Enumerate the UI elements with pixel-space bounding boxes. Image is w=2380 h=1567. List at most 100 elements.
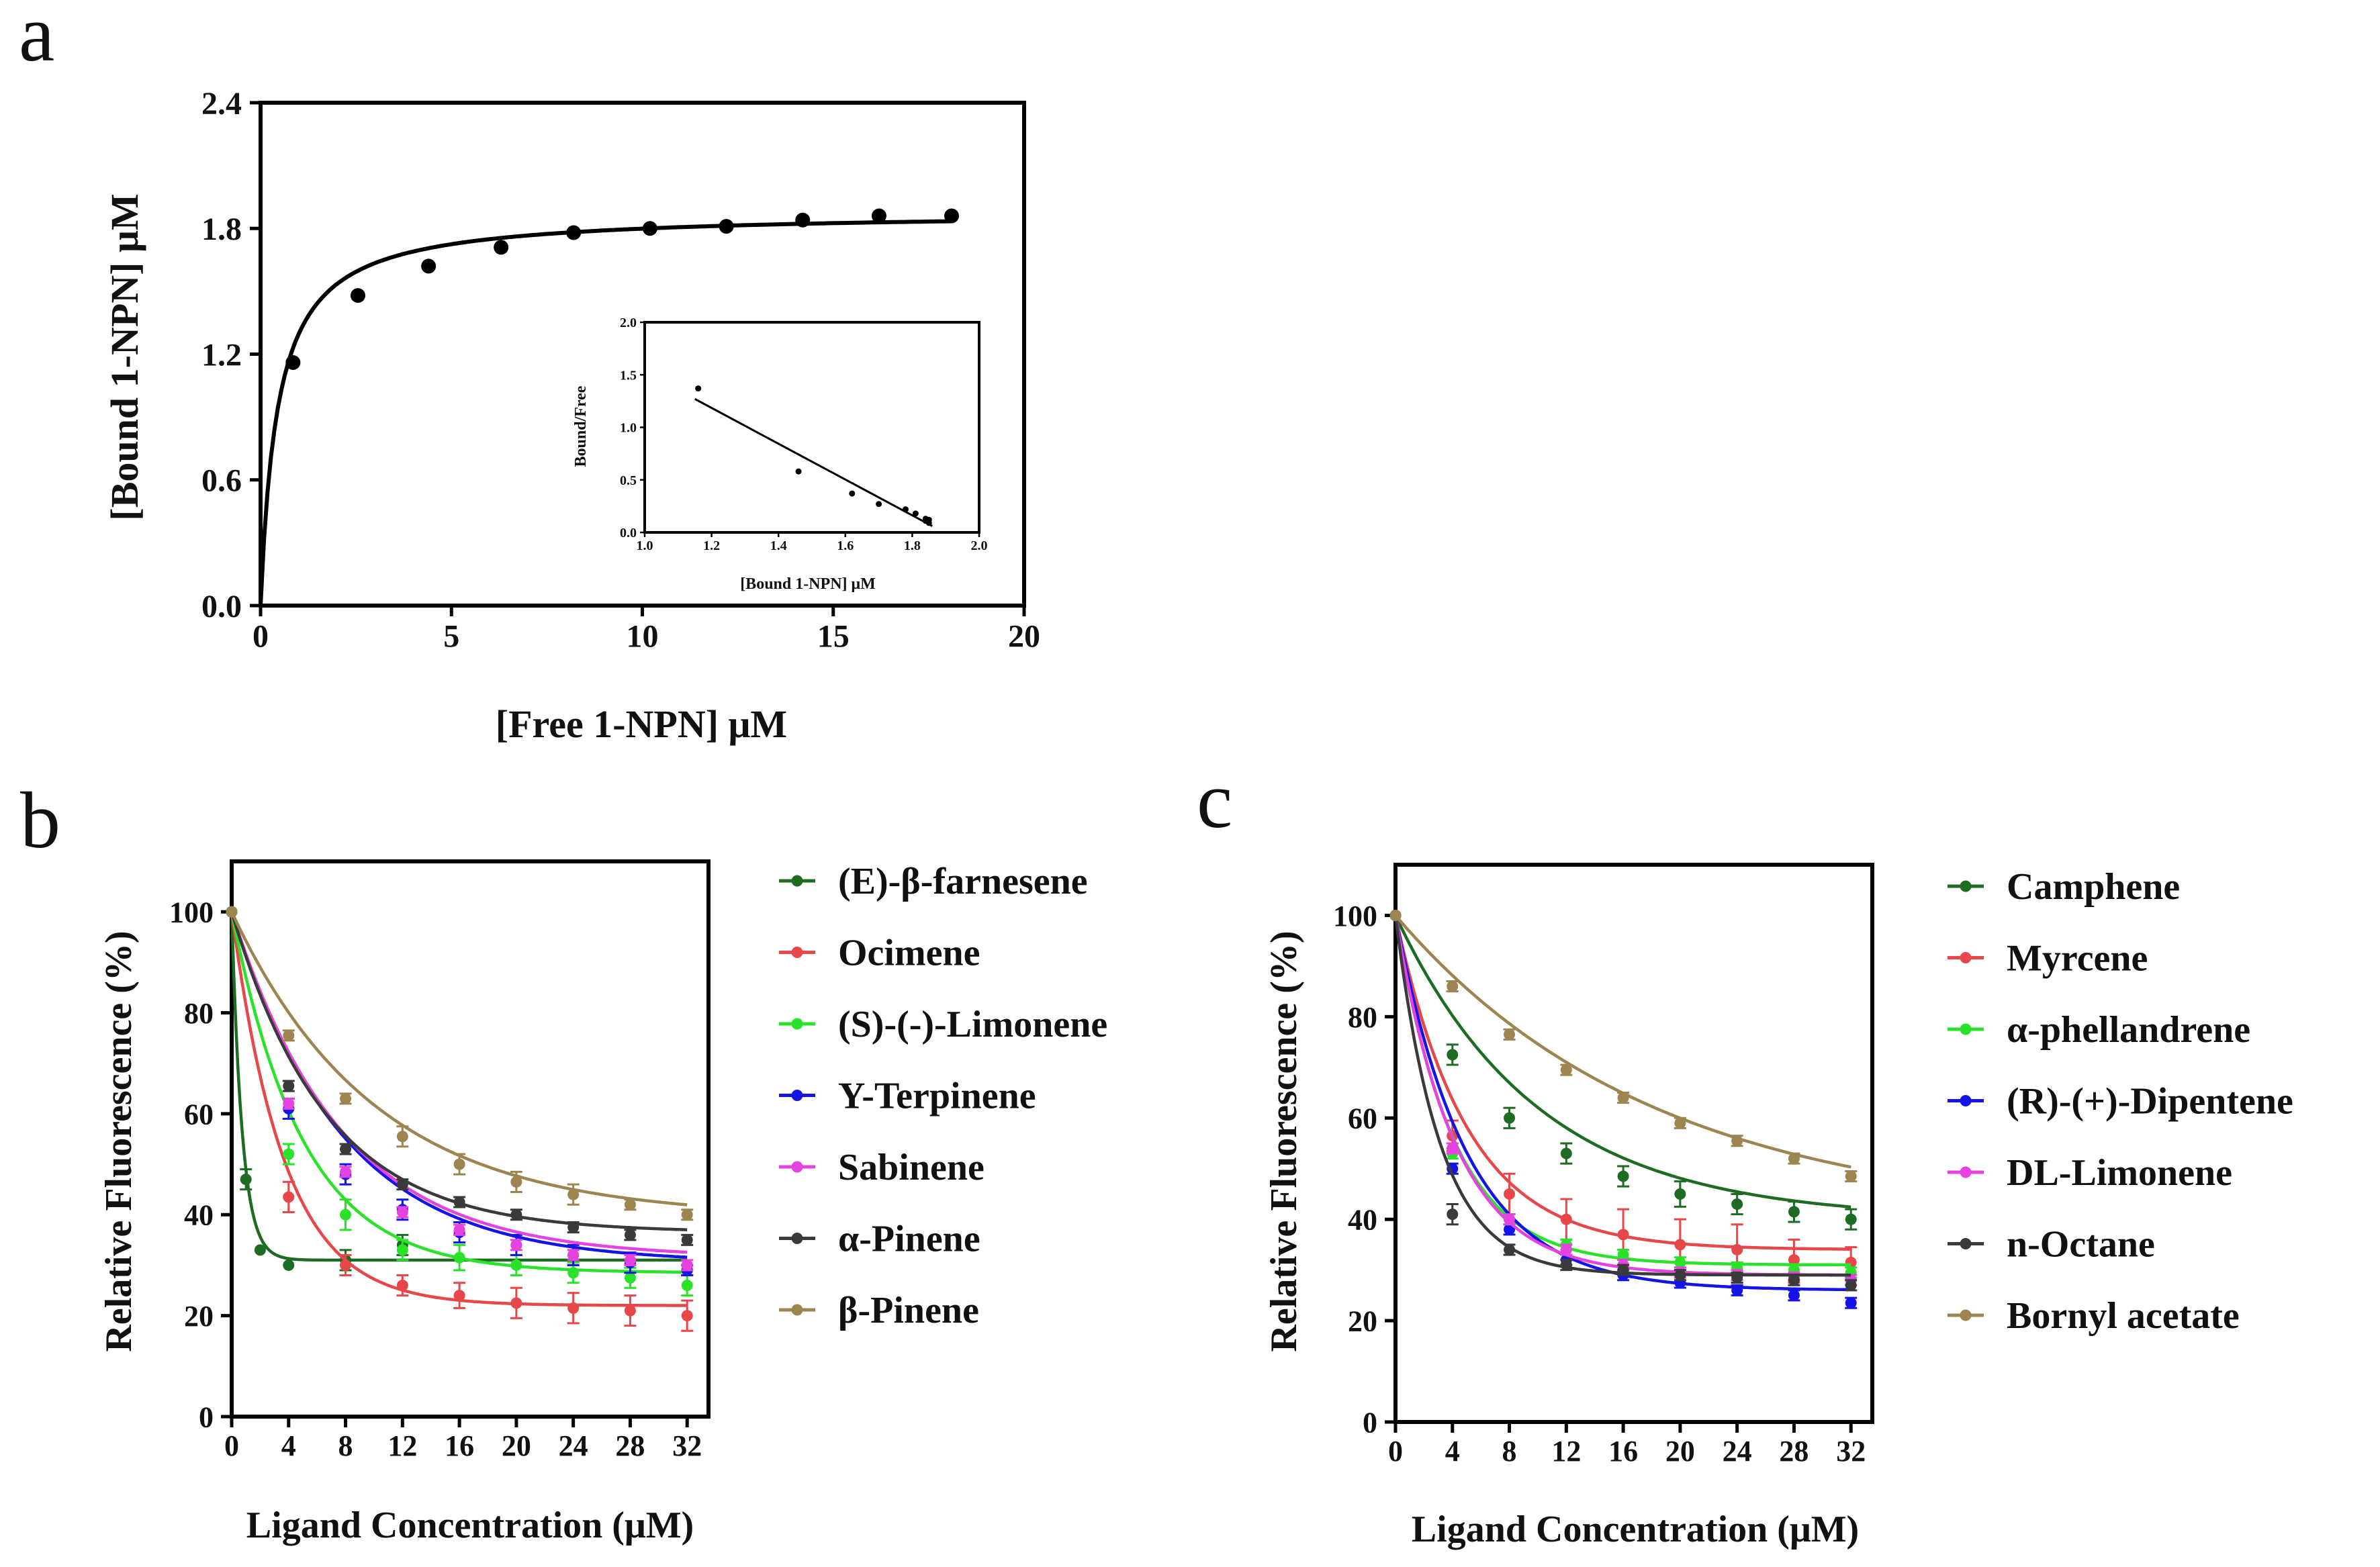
panel-b-data-point <box>240 1174 252 1186</box>
panel-a-data-point <box>285 354 301 370</box>
panel-b-legend-marker <box>791 947 803 958</box>
panel-c-data-point <box>1674 1188 1686 1200</box>
panel-a-inset-data-point <box>925 516 932 523</box>
panel-b-x-tick-label: 24 <box>559 1429 588 1462</box>
panel-c-legend-item: Camphene <box>1948 866 2180 908</box>
panel-c-legend-item: DL-Limonene <box>1948 1152 2232 1194</box>
panel-c-x-tick-label: 32 <box>1836 1435 1866 1468</box>
panel-c-x-tick-label: 12 <box>1551 1435 1581 1468</box>
panel-b-x-tick-label: 16 <box>445 1429 474 1462</box>
panel-c-data-point <box>1845 1279 1857 1291</box>
panel-c-y-tick-label: 80 <box>1348 1001 1377 1034</box>
panel-b-data-point <box>283 1029 295 1041</box>
panel-b-legend-marker <box>791 1161 803 1173</box>
panel-a-data-point <box>421 258 437 274</box>
panel-c-data-point <box>1560 1147 1572 1159</box>
panel-c-data-point <box>1447 1208 1459 1221</box>
panel-a-inset-data-point <box>912 510 919 517</box>
panel-b-y-tick-label: 0 <box>199 1400 214 1433</box>
panel-b-quenching-curves: b 0 4 8 12 16 20 24 28 32 0 20 40 60 80 100 Ligand Con… <box>20 775 1107 1546</box>
panel-c-legend-label: Camphene <box>2007 866 2180 908</box>
panel-a-data-point <box>494 240 509 255</box>
panel-b-data-point <box>396 1244 408 1256</box>
panel-b-legend-label: Sabinene <box>838 1147 985 1188</box>
panel-b-x-tick-label: 12 <box>387 1429 417 1462</box>
panel-c-legend-label: n-Octane <box>2007 1224 2155 1266</box>
panel-c-legend-item: α-phellandrene <box>1948 1009 2250 1051</box>
panel-b-data-point <box>453 1251 465 1264</box>
panel-a-inset-data-point <box>876 501 882 508</box>
panel-a-inset-y-tick-label: 2.0 <box>620 316 637 330</box>
panel-b-y-tick-label: 60 <box>184 1098 214 1131</box>
panel-a-inset-data-point <box>902 506 909 513</box>
panel-c-x-tick-label: 24 <box>1723 1435 1752 1468</box>
panel-c-y-tick-label: 0 <box>1363 1406 1377 1439</box>
panel-c-data-point <box>1731 1284 1743 1296</box>
panel-a-data-point <box>719 219 734 234</box>
panel-c-data-point <box>1560 1243 1572 1255</box>
panel-b-legend-item: Y-Terpinene <box>779 1076 1036 1117</box>
panel-b-data-point <box>283 1259 295 1271</box>
panel-b-data-point <box>283 1080 295 1092</box>
panel-b-data-point <box>340 1092 352 1104</box>
panel-a-label: a <box>19 0 54 78</box>
panel-b-x-tick-label: 4 <box>281 1429 296 1462</box>
panel-b-y-tick-label: 100 <box>169 896 214 929</box>
panel-c-data-point <box>1617 1170 1629 1182</box>
panel-a-inset-data-point <box>695 385 702 392</box>
panel-a-inset-data-point <box>849 490 856 497</box>
panel-c-legend-label: α-phellandrene <box>2007 1009 2250 1051</box>
panel-c-plot-frame <box>1393 863 1874 1424</box>
panel-b-legend-label: Ocimene <box>838 933 980 974</box>
panel-b-legend-marker <box>791 1090 803 1101</box>
panel-b-legend-marker <box>791 1233 803 1244</box>
panel-c-data-point <box>1504 1213 1516 1225</box>
panel-c-data-point <box>1845 1170 1857 1182</box>
panel-a-inset-y-axis-title: Bound/Free <box>572 385 590 467</box>
panel-b-data-point <box>340 1208 352 1221</box>
panel-a-y-axis-title: [Bound 1-NPN] μM <box>103 193 146 520</box>
panel-b-legend-item: Sabinene <box>779 1147 985 1188</box>
panel-c-x-tick-label: 4 <box>1445 1435 1460 1468</box>
panel-b-x-tick-label: 8 <box>338 1429 353 1462</box>
panel-a-inset-y-tick-label: 1.5 <box>620 368 637 383</box>
panel-b-data-point <box>396 1280 408 1292</box>
panel-c-data-point <box>1504 1188 1516 1200</box>
panel-c-data-point <box>1617 1249 1629 1261</box>
panel-a-x-tick-label: 15 <box>817 619 850 655</box>
panel-c-x-tick-label: 20 <box>1665 1435 1695 1468</box>
panel-a-inset-x-axis-title: [Bound 1-NPN] μM <box>740 575 876 593</box>
panel-b-x-tick-label: 0 <box>224 1429 239 1462</box>
panel-c-x-tick-label: 0 <box>1388 1435 1403 1468</box>
panel-b-data-point <box>510 1208 522 1221</box>
panel-a-inset-y-tick-label: 0.0 <box>620 526 637 540</box>
panel-b-x-axis-title: Ligand Concentration (μM) <box>246 1505 694 1546</box>
panel-c-legend-marker <box>1960 1238 1972 1249</box>
panel-c-legend: Camphene Myrcene α-phellandrene (R)-(+)-Dip… <box>1948 866 2293 1337</box>
panel-b-data-point <box>254 1244 266 1256</box>
panel-c-y-tick-label: 20 <box>1348 1304 1377 1337</box>
panel-c-legend-marker <box>1960 1166 1972 1178</box>
panel-b-legend-label: (S)-(-)-Limonene <box>838 1004 1107 1045</box>
panel-a-inset-scatchard: 1.0 1.2 1.4 1.6 1.8 2.0 0.0 0.5 1.0 1.5 2.0 <box>620 316 988 553</box>
panel-a-y-tick-label: 0.6 <box>201 463 242 499</box>
panel-c-data-point <box>1617 1264 1629 1276</box>
panel-c-legend-item: (R)-(+)-Dipentene <box>1948 1081 2293 1123</box>
panel-c-legend-item: Myrcene <box>1948 938 2148 980</box>
panel-a-y-tick-label: 2.4 <box>201 86 242 122</box>
panel-c-data-point <box>1504 1243 1516 1255</box>
panel-c-data-point <box>1674 1117 1686 1129</box>
panel-c-legend-label: (R)-(+)-Dipentene <box>2007 1081 2293 1123</box>
panel-b-data-point <box>567 1267 580 1279</box>
panel-b-legend: (E)-β-farnesene Ocimene (S)-(-)-Limonene Y-… <box>779 861 1107 1331</box>
panel-b-data-point <box>283 1098 295 1110</box>
panel-a-data-point <box>944 208 959 224</box>
panel-c-data-point <box>1788 1153 1800 1165</box>
panel-c-label: c <box>1197 755 1232 845</box>
panel-c-data-point <box>1788 1274 1800 1286</box>
panel-b-data-point <box>624 1272 636 1284</box>
panel-a-data-point <box>871 208 886 224</box>
panel-b-data-point <box>624 1198 636 1210</box>
panel-b-data-point <box>681 1280 693 1292</box>
